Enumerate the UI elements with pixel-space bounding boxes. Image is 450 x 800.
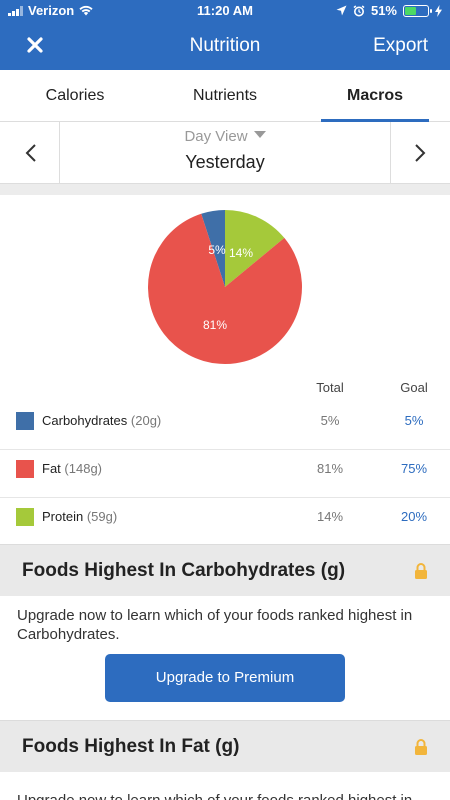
nav-bar: Nutrition Export bbox=[0, 22, 450, 70]
view-mode-label: Day View bbox=[184, 128, 248, 145]
lock-icon bbox=[415, 739, 427, 755]
tab-nutrients[interactable]: Nutrients bbox=[192, 87, 258, 104]
lock-icon bbox=[415, 563, 427, 579]
pie-slice-fat bbox=[148, 213, 302, 364]
pie-label-protein: 14% bbox=[229, 246, 253, 260]
chevron-left-icon bbox=[25, 144, 36, 162]
macro-goal[interactable]: 20% bbox=[400, 509, 428, 524]
protein-swatch bbox=[16, 508, 34, 526]
macros-table: Total Goal Carbohydrates (20g) 5% 5% Fat… bbox=[0, 380, 450, 546]
date-selector: Day View Yesterday bbox=[0, 122, 450, 184]
page-title: Nutrition bbox=[189, 35, 261, 56]
upgrade-message: Upgrade now to learn which of your foods… bbox=[17, 791, 428, 800]
macro-row-fat: Fat (148g) 81% 75% bbox=[0, 450, 450, 498]
selected-date: Yesterday bbox=[185, 152, 265, 172]
section-body-fat: Upgrade now to learn which of your foods… bbox=[0, 772, 450, 800]
carbohydrates-swatch bbox=[16, 412, 34, 430]
caret-down-icon bbox=[253, 131, 266, 138]
previous-day-button[interactable] bbox=[0, 122, 60, 184]
charging-icon bbox=[435, 4, 442, 17]
view-mode-dropdown[interactable]: Day View bbox=[60, 128, 390, 145]
macro-row-protein: Protein (59g) 14% 20% bbox=[0, 498, 450, 546]
next-day-button[interactable] bbox=[390, 122, 450, 184]
macro-goal[interactable]: 75% bbox=[400, 461, 428, 476]
status-right: 51% bbox=[336, 3, 442, 18]
carrier-name: Verizon bbox=[28, 3, 75, 18]
pie-slice-carbohydrates bbox=[201, 210, 225, 287]
macro-total: 81% bbox=[316, 461, 344, 476]
section-body-carbohydrates: Upgrade now to learn which of your foods… bbox=[0, 596, 450, 720]
macro-name: Carbohydrates bbox=[42, 413, 128, 428]
carrier-info: Verizon bbox=[8, 3, 93, 18]
app-header: Verizon 11:20 AM 51% Nutrition Export bbox=[0, 0, 450, 70]
section-header-fat: Foods Highest In Fat (g) bbox=[0, 720, 450, 772]
divider-band bbox=[0, 184, 450, 195]
tab-calories[interactable]: Calories bbox=[45, 87, 105, 104]
macro-total: 5% bbox=[320, 413, 340, 428]
upgrade-premium-button[interactable]: Upgrade to Premium bbox=[105, 654, 345, 702]
pie-slice-protein bbox=[225, 210, 285, 287]
macro-row-carbohydrates: Carbohydrates (20g) 5% 5% bbox=[0, 402, 450, 450]
section-title: Foods Highest In Fat (g) bbox=[22, 736, 240, 757]
tab-macros[interactable]: Macros bbox=[300, 70, 450, 122]
chevron-right-icon bbox=[415, 144, 426, 162]
location-icon bbox=[336, 5, 347, 16]
wifi-icon bbox=[79, 5, 93, 16]
pie-label-fat: 81% bbox=[203, 318, 227, 332]
macro-name: Protein bbox=[42, 509, 84, 524]
battery-percent: 51% bbox=[370, 3, 397, 18]
fat-swatch bbox=[16, 460, 34, 478]
export-button[interactable]: Export bbox=[373, 35, 428, 56]
status-bar: Verizon 11:20 AM 51% bbox=[0, 0, 450, 22]
upgrade-message: Upgrade now to learn which of your foods… bbox=[17, 607, 413, 643]
macros-pie-chart: 5% 81% 14% bbox=[0, 195, 450, 375]
macro-name: Fat bbox=[42, 461, 61, 476]
section-header-carbohydrates: Foods Highest In Carbohydrates (g) bbox=[0, 544, 450, 596]
alarm-icon bbox=[353, 4, 365, 16]
close-icon[interactable] bbox=[22, 32, 48, 58]
macros-table-header: Total Goal bbox=[0, 380, 450, 402]
section-title: Foods Highest In Carbohydrates (g) bbox=[22, 560, 346, 581]
macro-grams: (148g) bbox=[64, 461, 102, 476]
macro-total: 14% bbox=[316, 509, 344, 524]
tab-bar: Calories Nutrients Macros bbox=[0, 70, 450, 122]
battery-icon bbox=[403, 4, 432, 17]
status-time: 11:20 AM bbox=[197, 3, 253, 18]
macro-grams: (59g) bbox=[86, 509, 118, 524]
macro-grams: (20g) bbox=[130, 413, 162, 428]
pie-label-carbohydrates: 5% bbox=[208, 243, 226, 257]
signal-icon bbox=[8, 5, 23, 16]
total-header: Total bbox=[316, 380, 344, 395]
goal-header: Goal bbox=[400, 380, 428, 395]
macro-goal[interactable]: 5% bbox=[404, 413, 424, 428]
